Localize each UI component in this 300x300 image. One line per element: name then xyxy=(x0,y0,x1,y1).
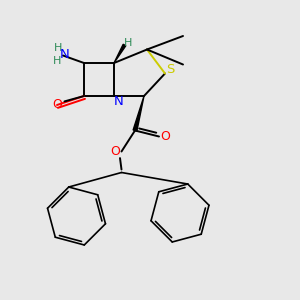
Text: O: O xyxy=(52,98,62,112)
Text: O: O xyxy=(161,130,170,143)
Polygon shape xyxy=(114,44,126,63)
Text: S: S xyxy=(166,63,175,76)
Text: N: N xyxy=(60,47,69,61)
Text: N: N xyxy=(114,95,123,108)
Text: H: H xyxy=(53,43,62,53)
Text: H: H xyxy=(124,38,132,48)
Polygon shape xyxy=(133,96,144,131)
Text: H: H xyxy=(53,56,61,66)
Text: O: O xyxy=(110,145,120,158)
